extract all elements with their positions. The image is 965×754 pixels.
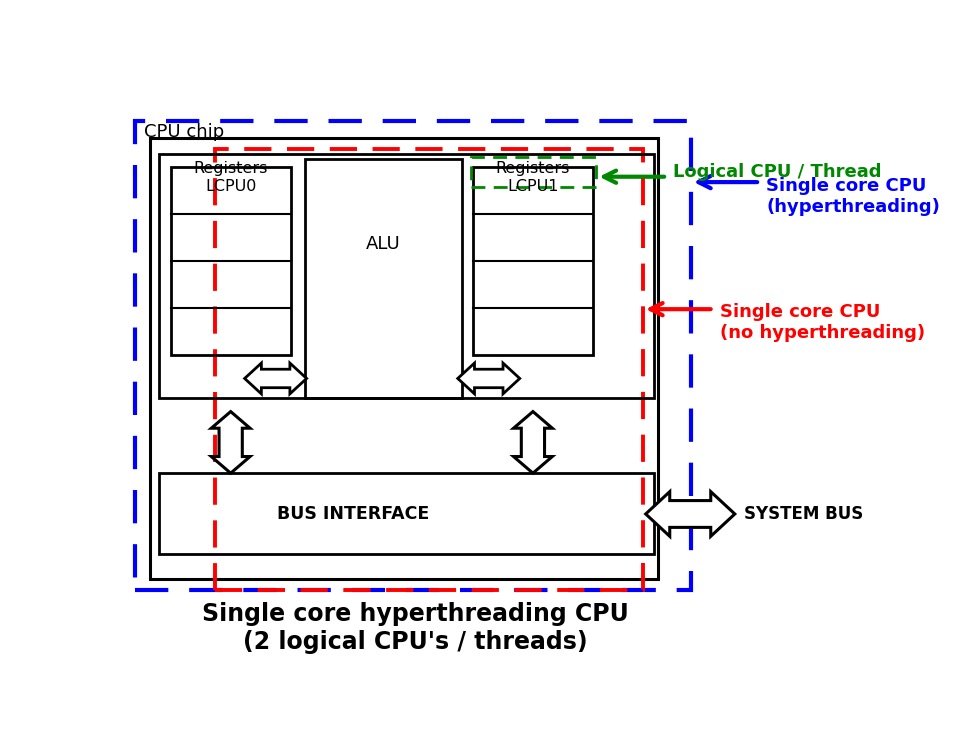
Polygon shape [646, 492, 734, 536]
Bar [215, 149, 643, 590]
Bar [159, 474, 654, 554]
Text: SYSTEM BUS: SYSTEM BUS [745, 505, 864, 523]
Bar [473, 167, 593, 355]
Bar [134, 121, 691, 590]
Text: Single core CPU
(hyperthreading): Single core CPU (hyperthreading) [766, 176, 940, 216]
Text: Registers
LCPU1: Registers LCPU1 [496, 161, 570, 194]
Polygon shape [211, 412, 250, 474]
Text: CPU chip: CPU chip [144, 123, 224, 141]
Text: ALU: ALU [366, 234, 400, 253]
Text: Logical CPU / Thread: Logical CPU / Thread [674, 163, 882, 181]
Polygon shape [244, 363, 307, 394]
Polygon shape [457, 363, 520, 394]
Bar [305, 159, 461, 397]
Bar [471, 157, 596, 188]
Polygon shape [513, 412, 552, 474]
Bar [151, 138, 658, 578]
Text: Single core hyperthreading CPU
(2 logical CPU's / threads): Single core hyperthreading CPU (2 logica… [202, 602, 628, 654]
Text: Single core CPU
(no hyperthreading): Single core CPU (no hyperthreading) [720, 303, 924, 342]
Text: Registers
LCPU0: Registers LCPU0 [194, 161, 268, 194]
Text: BUS INTERFACE: BUS INTERFACE [277, 505, 429, 523]
Bar [159, 154, 654, 397]
Bar [171, 167, 291, 355]
